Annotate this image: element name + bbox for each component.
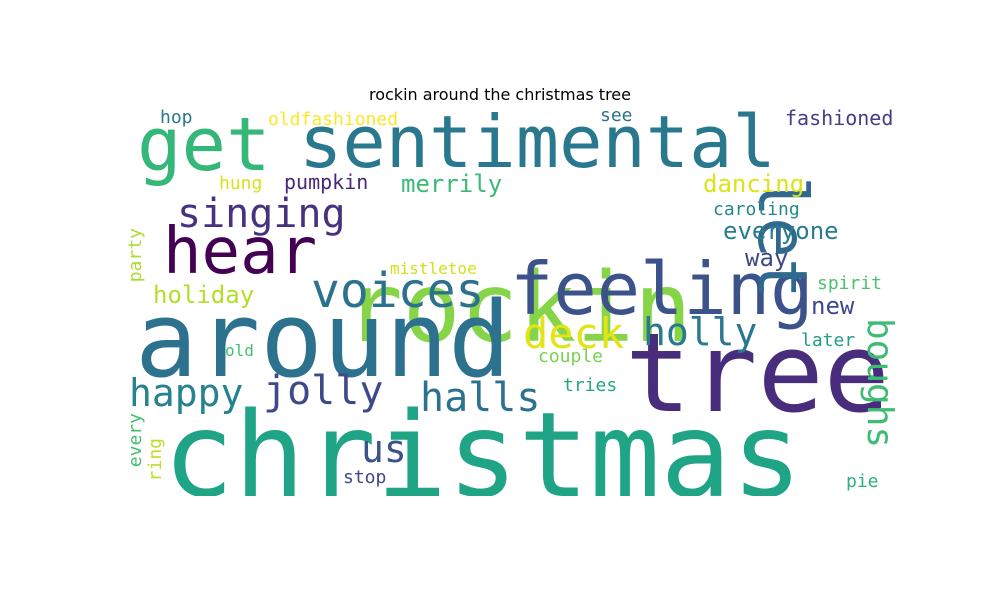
word-caroling: caroling <box>713 199 800 220</box>
word-feeling: feeling <box>510 247 814 331</box>
word-new: new <box>811 292 855 320</box>
figure-title: rockin around the christmas tree <box>368 85 631 104</box>
word-happy: happy <box>129 371 244 415</box>
word-couple: couple <box>538 346 604 367</box>
word-dancing: dancing <box>703 170 805 198</box>
word-cloud: christmas rockin around tree feeling get… <box>125 108 900 496</box>
word-sentimental: sentimental <box>299 108 776 184</box>
word-tree: tree <box>625 309 890 437</box>
word-voices: voices <box>311 263 485 319</box>
word-get: get <box>137 108 271 188</box>
word-way: way <box>745 244 789 272</box>
word-holly: holly <box>643 310 758 354</box>
word-every: every <box>125 413 146 468</box>
word-mistletoe: mistletoe <box>390 259 477 278</box>
word-jolly: jolly <box>263 368 384 414</box>
word-boughs: boughs <box>859 318 900 449</box>
word-rockin: rockin <box>345 252 692 364</box>
word-everyone: everyone <box>723 217 839 245</box>
word-spirit: spirit <box>817 273 883 294</box>
word-pumpkin: pumpkin <box>284 170 369 194</box>
word-singing: singing <box>177 191 346 237</box>
word-halls: halls <box>420 375 541 421</box>
word-see: see <box>600 108 633 126</box>
word-ring: ring <box>145 438 166 482</box>
word-oldfashioned: oldfashioned <box>268 109 399 130</box>
word-hop: hop <box>160 108 193 128</box>
word-hung: hung <box>219 173 263 194</box>
word-old: old <box>225 341 254 360</box>
word-merrily: merrily <box>401 170 503 198</box>
word-around: around <box>135 279 511 401</box>
word-christmas: christmas <box>163 386 803 496</box>
word-deck: deck <box>523 309 625 358</box>
word-fashioned: fashioned <box>785 108 894 130</box>
word-tries: tries <box>563 375 618 396</box>
word-party: party <box>125 228 146 283</box>
word-stop: stop <box>343 467 387 488</box>
word-later: later <box>801 330 856 351</box>
word-holiday: holiday <box>153 281 255 309</box>
word-hear: hear <box>163 215 318 289</box>
word-pie: pie <box>846 471 879 492</box>
word-us: us <box>361 427 407 471</box>
